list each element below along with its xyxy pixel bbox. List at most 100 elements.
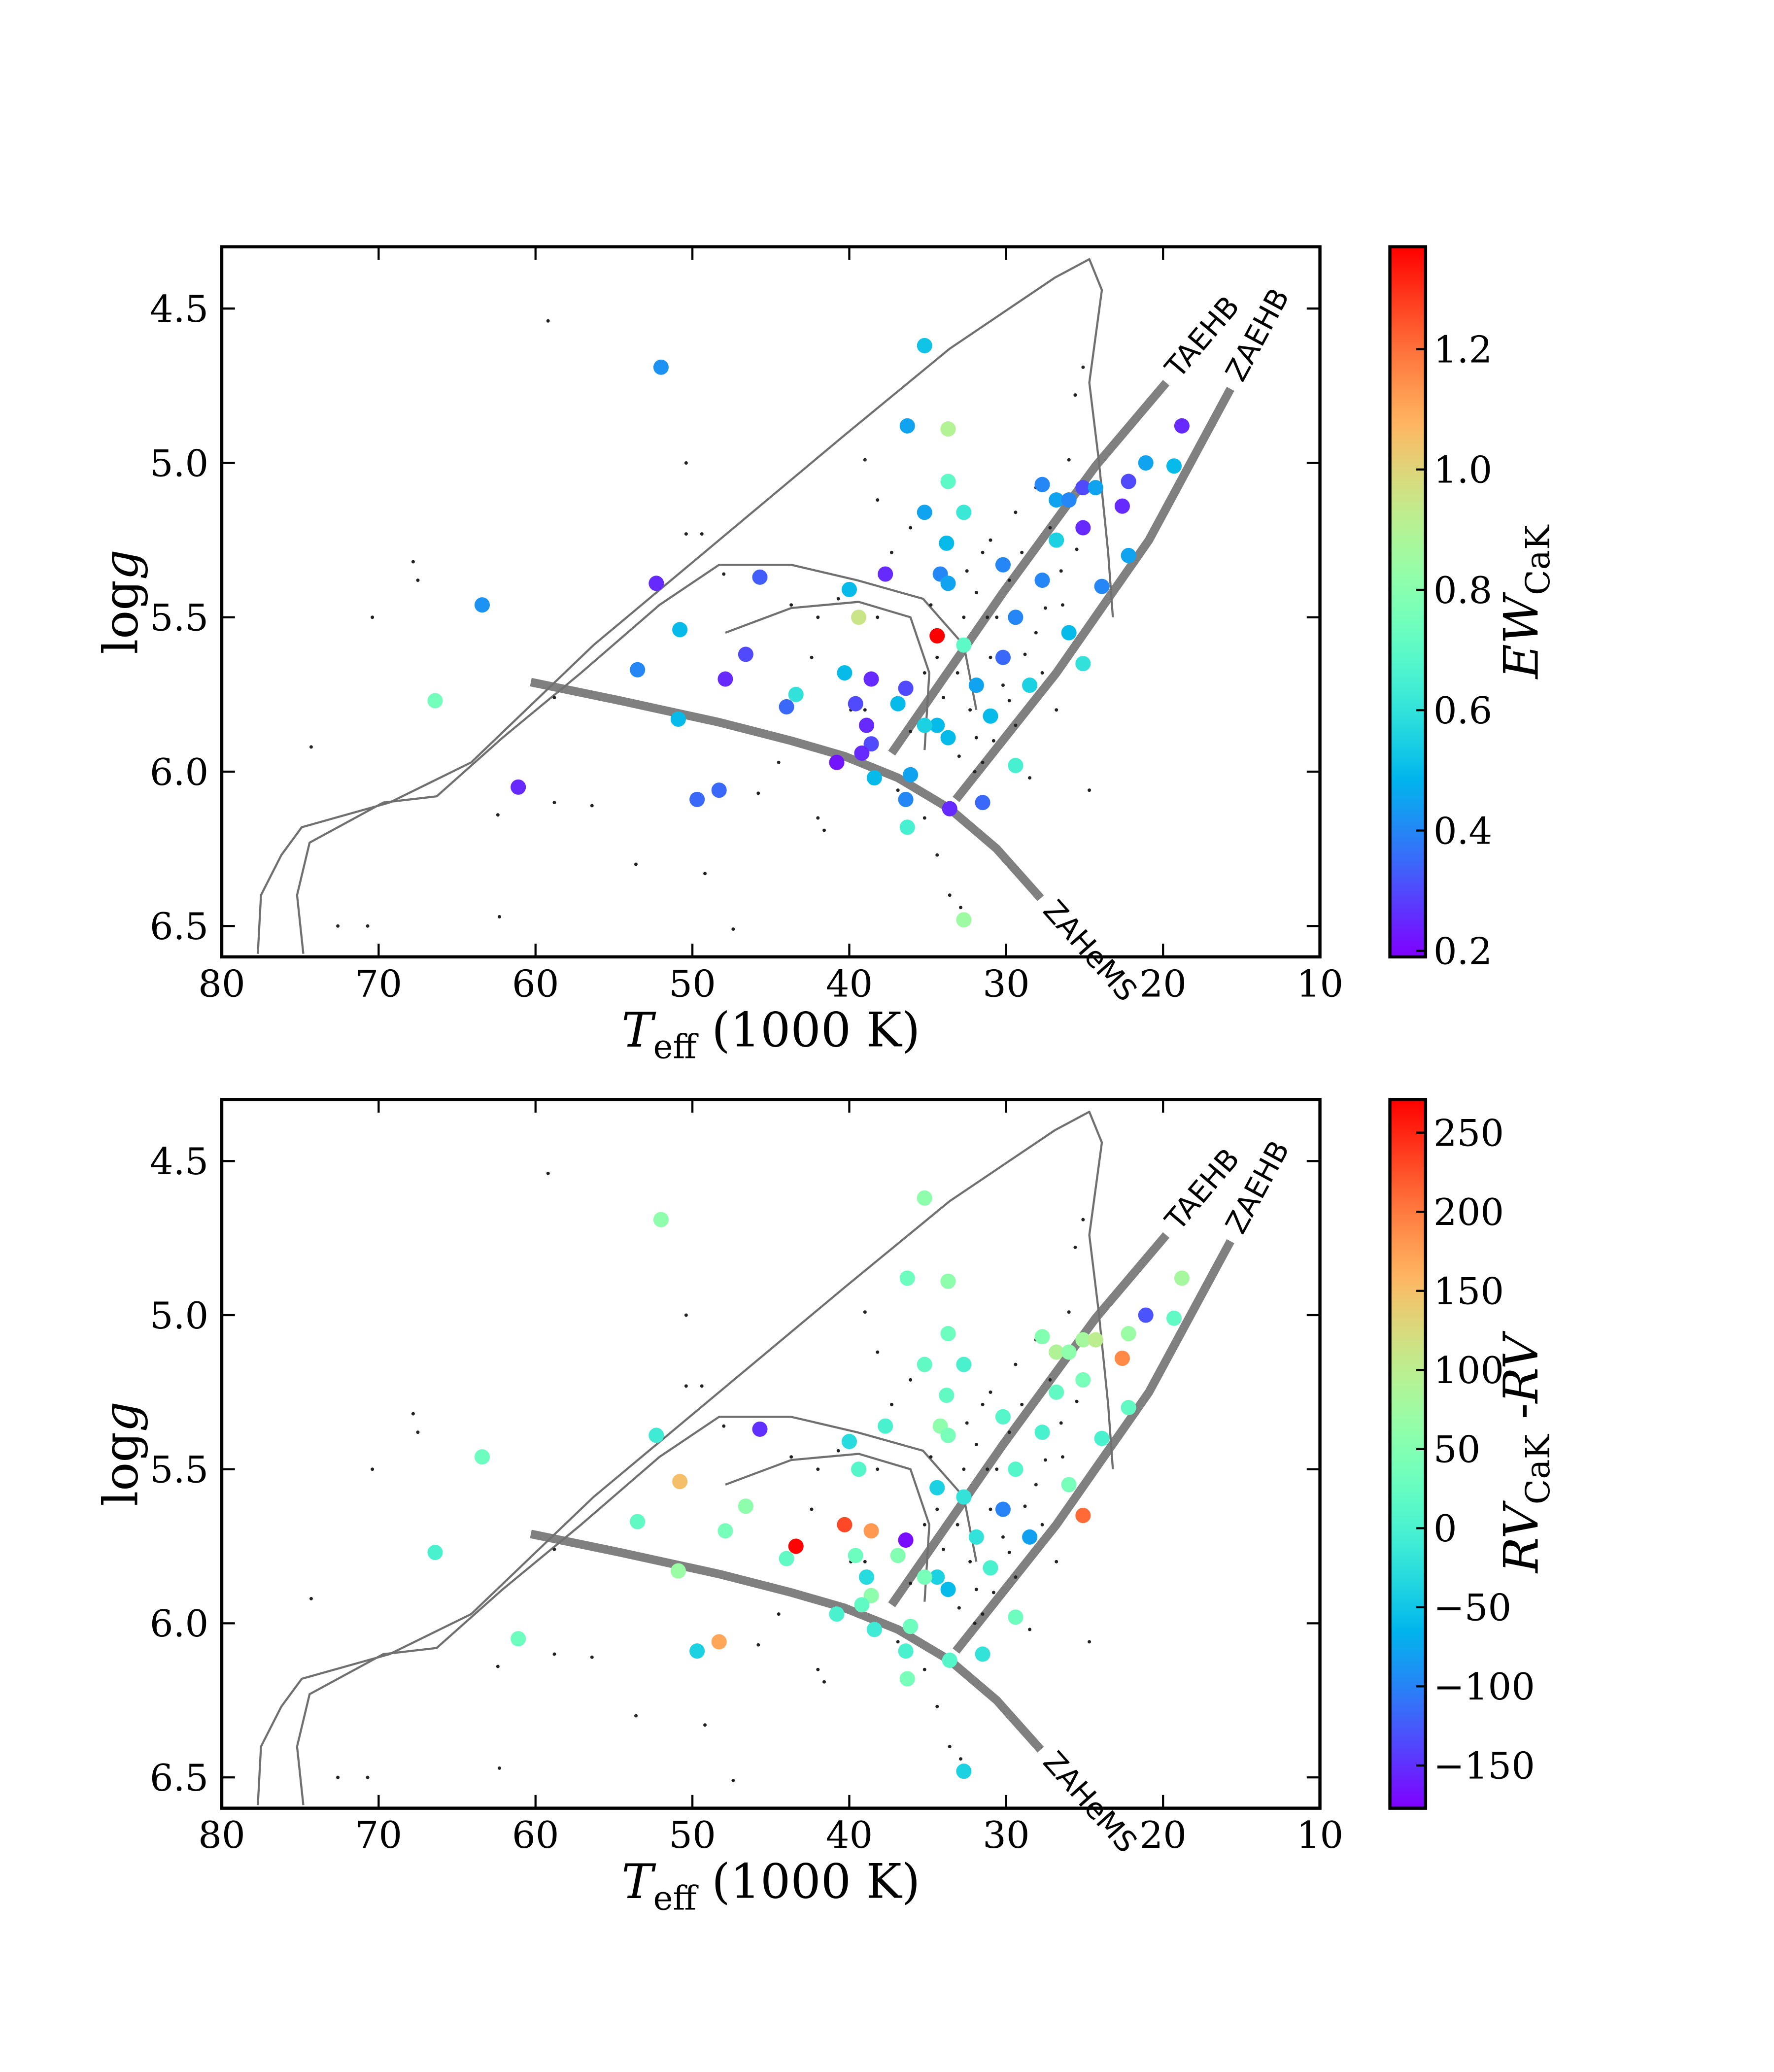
star-point — [511, 1631, 526, 1647]
background-point — [552, 1652, 556, 1656]
y-tick-label: 6.0 — [150, 1602, 208, 1645]
x-tick-label: 80 — [198, 962, 245, 1005]
colorbar-tick-label: 0.2 — [1433, 930, 1492, 973]
background-point — [416, 578, 420, 582]
background-point — [1059, 569, 1063, 573]
star-point — [866, 1622, 882, 1637]
star-point — [1121, 547, 1136, 563]
background-point — [989, 655, 992, 659]
evolution-track — [257, 258, 1114, 954]
background-point — [836, 1449, 840, 1453]
colorbar-tick-label: 50 — [1433, 1428, 1480, 1471]
colorbar-tick-label: −150 — [1433, 1744, 1535, 1788]
background-point — [1040, 671, 1044, 675]
star-point — [940, 576, 956, 591]
background-point — [1088, 1640, 1092, 1644]
x-axis-label: Teff (1000 K) — [621, 1854, 920, 1917]
star-point — [837, 1517, 853, 1532]
star-point — [1121, 474, 1136, 489]
plot-area — [257, 258, 1234, 954]
star-point — [1075, 1372, 1091, 1388]
background-point — [1014, 1575, 1018, 1579]
star-point — [956, 505, 972, 520]
background-point — [981, 1612, 985, 1616]
background-point — [1014, 510, 1018, 514]
background-point — [1007, 699, 1011, 703]
background-point — [989, 1390, 992, 1394]
star-point — [899, 418, 915, 434]
star-point — [1034, 1425, 1050, 1440]
colorbar-label-part: CaK — [1518, 524, 1557, 595]
background-point — [922, 1667, 926, 1671]
background-point — [959, 1757, 962, 1761]
star-point — [956, 1764, 972, 1779]
star-point — [717, 671, 733, 687]
star-point — [1008, 1609, 1023, 1625]
background-point — [974, 591, 978, 595]
background-point — [546, 1171, 550, 1175]
background-point — [889, 1402, 893, 1406]
colorbar-tick-label: −100 — [1433, 1665, 1535, 1708]
star-point — [854, 1597, 870, 1613]
star-point — [956, 912, 972, 928]
background-point — [1020, 1402, 1024, 1406]
star-point — [968, 678, 984, 693]
background-point — [935, 1704, 939, 1708]
background-point — [309, 745, 313, 749]
track-label: ZAHeMS — [1037, 1745, 1144, 1859]
star-point — [899, 1671, 915, 1687]
star-point — [788, 1538, 804, 1554]
background-point — [876, 615, 880, 619]
star-point — [917, 717, 932, 733]
x-tick-label: 40 — [826, 1813, 873, 1857]
star-point — [995, 1501, 1011, 1517]
star-point — [738, 646, 753, 662]
model-track — [953, 386, 1234, 802]
star-point — [940, 1326, 956, 1342]
x-tick-label: 30 — [983, 1813, 1029, 1857]
star-point — [1088, 1332, 1103, 1348]
colorbar-tick-label: 250 — [1433, 1111, 1504, 1155]
model-track — [888, 379, 1170, 756]
star-point — [899, 819, 915, 835]
background-point — [955, 1523, 959, 1527]
star-point — [939, 535, 955, 551]
background-point — [935, 853, 939, 857]
y-axis-label-part: g — [94, 549, 149, 580]
colorbar-tick-label: 150 — [1433, 1270, 1504, 1313]
x-tick-label: 50 — [669, 1813, 716, 1857]
x-tick-label: 70 — [355, 1813, 402, 1857]
star-point — [1061, 625, 1077, 641]
background-point — [1028, 1628, 1032, 1631]
background-point — [590, 1655, 594, 1659]
star-point — [956, 1357, 972, 1372]
star-point — [829, 1606, 845, 1622]
colorbar-tick-label: 1.2 — [1433, 328, 1492, 371]
colorbar-tick-label: 1.0 — [1433, 448, 1492, 492]
y-tick-label: 4.5 — [150, 1140, 208, 1183]
background-point — [684, 1384, 688, 1388]
y-tick-label: 6.5 — [150, 905, 208, 948]
star-point — [863, 671, 879, 687]
background-point — [777, 760, 781, 764]
background-point — [986, 615, 989, 619]
model-track — [530, 678, 1044, 901]
star-point — [940, 474, 956, 489]
background-point — [1075, 547, 1079, 551]
background-point — [863, 1310, 867, 1314]
star-point — [899, 1270, 915, 1286]
background-point — [896, 1640, 900, 1644]
background-point — [836, 597, 840, 601]
star-point — [1049, 1344, 1064, 1360]
background-point — [700, 532, 704, 536]
background-point — [929, 1455, 933, 1459]
x-tick-label: 60 — [512, 1813, 559, 1857]
background-point — [957, 1606, 961, 1610]
star-point — [738, 1498, 753, 1514]
background-point — [965, 1421, 969, 1425]
colorbar-tick-label: 0.6 — [1433, 689, 1492, 732]
star-point — [427, 1545, 443, 1561]
x-tick-label: 60 — [512, 962, 559, 1005]
background-point — [366, 1775, 370, 1779]
